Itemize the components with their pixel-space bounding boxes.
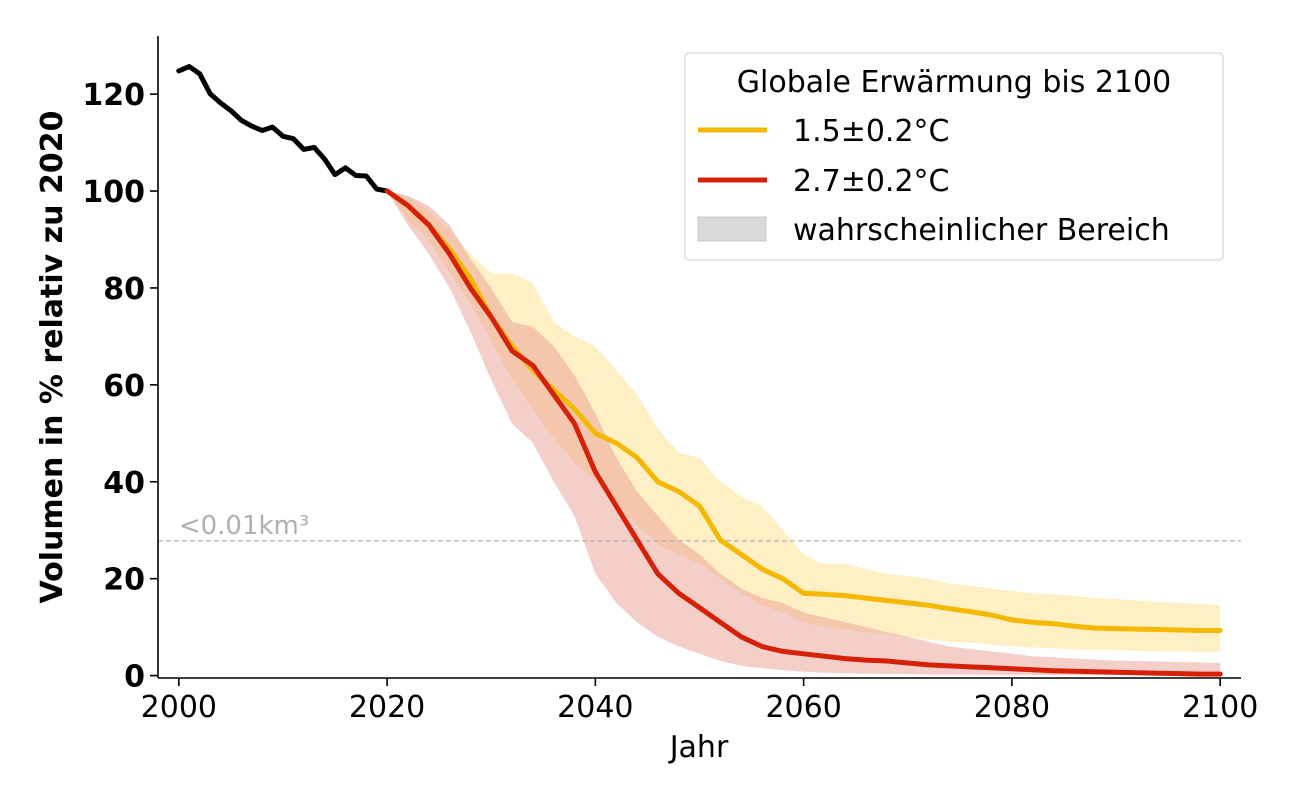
series-lines [176,64,1223,677]
y-tick-label: 40 [103,466,145,501]
x-tick-label: 2020 [349,690,425,725]
legend: Globale Erwärmung bis 2100 1.5±0.2°C 2.7… [684,52,1224,261]
legend-label-15: 1.5±0.2°C [793,114,950,149]
y-axis-ticks: 0 20 40 60 80 100 120 [82,78,158,695]
legend-label-range: wahrscheinlicher Bereich [793,213,1170,248]
historic-line [176,64,390,194]
legend-label-27: 2.7±0.2°C [793,164,950,199]
series-line-27 [384,188,1223,677]
legend-swatch-range [697,216,767,242]
x-axis-title: Jahr [668,730,729,765]
threshold-label: <0.01km³ [179,511,309,541]
y-tick-label: 20 [103,563,145,598]
x-tick-label: 2000 [141,690,217,725]
y-tick-label: 100 [82,175,145,210]
x-tick-label: 2080 [974,690,1050,725]
x-axis-ticks: 2000 2020 2040 2060 2080 2100 [141,678,1258,725]
y-axis-title: Volumen in % relativ zu 2020 [35,111,70,604]
x-tick-label: 2040 [557,690,633,725]
y-tick-label: 60 [103,369,145,404]
uncertainty-bands [387,191,1221,676]
y-tick-label: 0 [124,660,145,695]
legend-frame [684,52,1224,261]
legend-title: Globale Erwärmung bis 2100 [737,65,1171,100]
x-tick-label: 2060 [765,690,841,725]
band-27 [387,191,1221,676]
y-tick-label: 80 [103,272,145,307]
y-tick-label: 120 [82,78,145,113]
x-tick-label: 2100 [1182,690,1258,725]
